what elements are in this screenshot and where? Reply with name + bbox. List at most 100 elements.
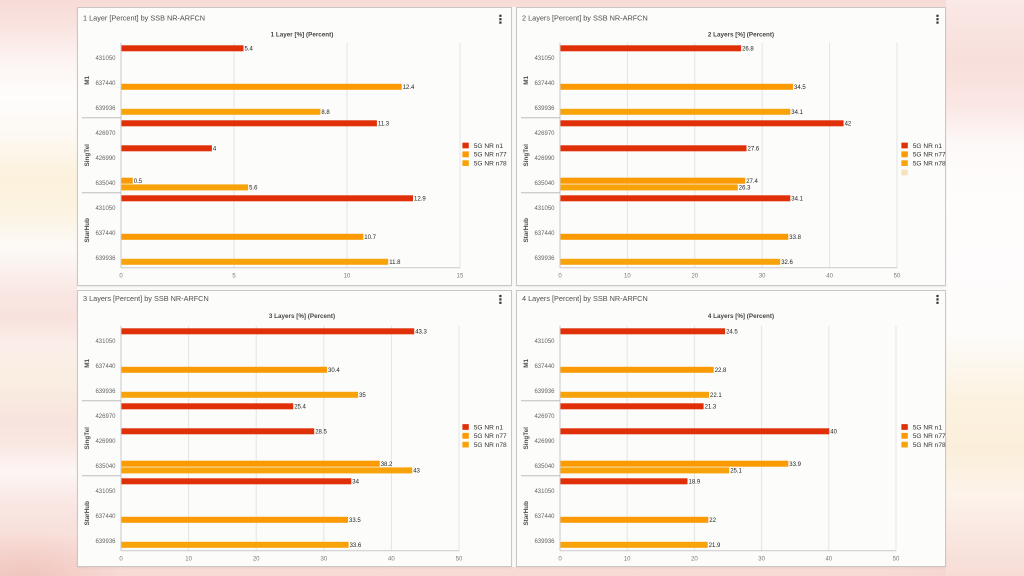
svg-text:27.6: 27.6 — [748, 147, 760, 153]
svg-text:637440: 637440 — [95, 514, 116, 520]
svg-text:635040: 635040 — [95, 181, 116, 187]
svg-text:5G NR n1: 5G NR n1 — [474, 424, 504, 431]
svg-text:StarHub: StarHub — [523, 501, 530, 526]
svg-text:20: 20 — [691, 274, 698, 280]
svg-text:4 Layers [Percent] by SSB NR-A: 4 Layers [Percent] by SSB NR-ARFCN — [522, 294, 648, 303]
svg-text:43: 43 — [413, 469, 420, 475]
svg-text:637440: 637440 — [95, 231, 116, 237]
svg-text:639936: 639936 — [95, 539, 116, 545]
svg-text:SingTel: SingTel — [523, 144, 530, 167]
svg-text:M1: M1 — [523, 75, 530, 84]
svg-text:431050: 431050 — [95, 339, 116, 345]
svg-text:635040: 635040 — [534, 181, 555, 187]
svg-text:5G NR n77: 5G NR n77 — [474, 433, 507, 440]
svg-text:40: 40 — [830, 430, 837, 436]
svg-text:50: 50 — [894, 274, 901, 280]
svg-text:639936: 639936 — [534, 539, 555, 545]
svg-text:426970: 426970 — [95, 131, 116, 137]
svg-text:431050: 431050 — [534, 339, 555, 345]
svg-text:4: 4 — [213, 147, 217, 153]
svg-text:24.5: 24.5 — [726, 330, 738, 336]
svg-text:40: 40 — [825, 557, 832, 563]
svg-text:4 Layers [%] (Percent): 4 Layers [%] (Percent) — [708, 313, 774, 320]
svg-text:5G NR n1: 5G NR n1 — [913, 143, 943, 150]
svg-text:5G NR n77: 5G NR n77 — [913, 433, 946, 440]
svg-text:639936: 639936 — [534, 106, 555, 112]
svg-text:50: 50 — [456, 557, 463, 563]
svg-text:426990: 426990 — [534, 439, 555, 445]
svg-text:426990: 426990 — [534, 156, 555, 162]
svg-text:639936: 639936 — [95, 106, 116, 112]
svg-text:426970: 426970 — [534, 414, 555, 420]
svg-text:637440: 637440 — [95, 364, 116, 370]
svg-text:33.6: 33.6 — [350, 543, 362, 549]
svg-text:5: 5 — [232, 274, 236, 280]
svg-text:32.6: 32.6 — [781, 260, 793, 266]
svg-text:637440: 637440 — [95, 81, 116, 87]
svg-text:5G NR n78: 5G NR n78 — [913, 442, 946, 449]
svg-text:M1: M1 — [523, 358, 530, 367]
svg-text:28.5: 28.5 — [315, 430, 327, 436]
svg-text:30: 30 — [758, 557, 765, 563]
svg-text:10: 10 — [624, 557, 631, 563]
svg-text:21.3: 21.3 — [705, 405, 717, 411]
svg-text:639936: 639936 — [534, 389, 555, 395]
svg-text:40: 40 — [826, 274, 833, 280]
svg-text:8.8: 8.8 — [321, 110, 330, 116]
svg-text:5.4: 5.4 — [245, 47, 254, 53]
svg-text:431050: 431050 — [95, 56, 116, 62]
svg-text:11.8: 11.8 — [389, 260, 401, 266]
svg-text:1 Layer [Percent] by SSB NR-AR: 1 Layer [Percent] by SSB NR-ARFCN — [83, 14, 205, 23]
svg-text:M1: M1 — [84, 358, 91, 367]
svg-text:22.1: 22.1 — [710, 393, 722, 399]
svg-text:2 Layers [Percent] by SSB NR-A: 2 Layers [Percent] by SSB NR-ARFCN — [522, 14, 648, 23]
svg-text:0: 0 — [558, 274, 562, 280]
svg-text:431050: 431050 — [534, 56, 555, 62]
svg-text:30.4: 30.4 — [328, 368, 340, 374]
svg-text:11.3: 11.3 — [378, 122, 390, 128]
svg-text:637440: 637440 — [534, 364, 555, 370]
svg-text:639936: 639936 — [534, 256, 555, 262]
svg-text:42: 42 — [845, 122, 852, 128]
svg-text:431050: 431050 — [534, 206, 555, 212]
svg-text:5.6: 5.6 — [249, 186, 258, 192]
svg-text:SingTel: SingTel — [84, 144, 91, 167]
svg-text:637440: 637440 — [534, 231, 555, 237]
svg-text:5G NR n78: 5G NR n78 — [474, 160, 507, 167]
svg-text:5G NR n78: 5G NR n78 — [474, 442, 507, 449]
svg-text:637440: 637440 — [534, 81, 555, 87]
svg-text:637440: 637440 — [534, 514, 555, 520]
svg-text:M1: M1 — [84, 75, 91, 84]
svg-text:10: 10 — [185, 557, 192, 563]
svg-text:1 Layer [%] (Percent): 1 Layer [%] (Percent) — [271, 32, 334, 39]
svg-text:5G NR n1: 5G NR n1 — [913, 424, 943, 431]
svg-text:431050: 431050 — [534, 489, 555, 495]
svg-text:18.9: 18.9 — [689, 480, 701, 486]
svg-text:33.8: 33.8 — [789, 235, 801, 241]
svg-text:21.9: 21.9 — [709, 543, 721, 549]
svg-text:426970: 426970 — [534, 131, 555, 137]
svg-text:0.5: 0.5 — [134, 179, 143, 185]
svg-text:34.5: 34.5 — [794, 85, 806, 91]
svg-text:10.7: 10.7 — [364, 235, 376, 241]
svg-text:3 Layers [Percent] by SSB NR-A: 3 Layers [Percent] by SSB NR-ARFCN — [83, 294, 209, 303]
svg-text:30: 30 — [759, 274, 766, 280]
svg-text:426990: 426990 — [95, 156, 116, 162]
svg-text:12.9: 12.9 — [414, 197, 426, 203]
svg-text:30: 30 — [320, 557, 327, 563]
svg-text:26.3: 26.3 — [739, 186, 751, 192]
svg-text:5G NR n77: 5G NR n77 — [913, 152, 946, 159]
svg-text:15: 15 — [457, 274, 464, 280]
svg-text:25.1: 25.1 — [730, 469, 742, 475]
svg-text:5G NR n77: 5G NR n77 — [474, 152, 507, 159]
svg-text:26.8: 26.8 — [742, 47, 754, 53]
svg-text:StarHub: StarHub — [84, 501, 91, 526]
svg-text:2 Layers [%] (Percent): 2 Layers [%] (Percent) — [708, 32, 774, 39]
svg-text:33.9: 33.9 — [789, 462, 801, 468]
svg-text:639936: 639936 — [95, 256, 116, 262]
svg-text:431050: 431050 — [95, 206, 116, 212]
svg-text:431050: 431050 — [95, 489, 116, 495]
svg-text:43.3: 43.3 — [415, 330, 427, 336]
svg-text:27.4: 27.4 — [746, 179, 758, 185]
svg-text:34.1: 34.1 — [791, 197, 803, 203]
